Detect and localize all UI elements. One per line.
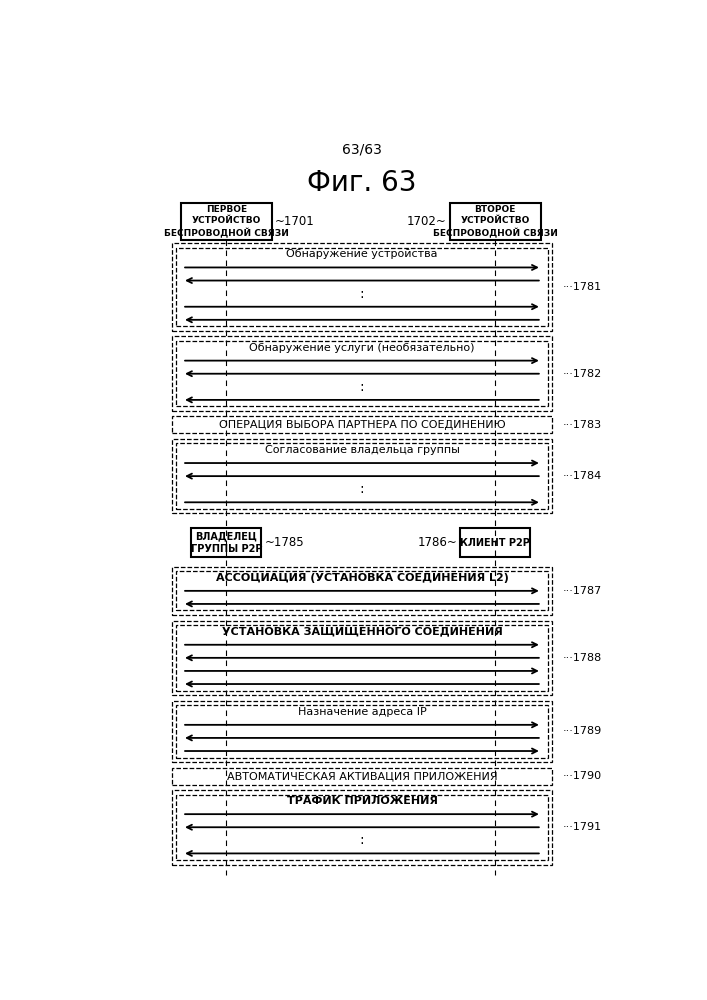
Bar: [172, 768, 552, 785]
Text: Назначение адреса IP: Назначение адреса IP: [298, 707, 426, 717]
Bar: [172, 336, 552, 411]
Text: Согласование владельца группы: Согласование владельца группы: [264, 445, 460, 455]
Bar: [172, 439, 552, 513]
Bar: [180, 203, 272, 240]
Text: ВЛАДЕЛЕЦ
ГРУППЫ Р2Р: ВЛАДЕЛЕЦ ГРУППЫ Р2Р: [191, 532, 262, 554]
Text: УСТАНОВКА ЗАЩИЩЕННОГО СОЕДИНЕНИЯ: УСТАНОВКА ЗАЩИЩЕННОГО СОЕДИНЕНИЯ: [221, 627, 503, 637]
Bar: [172, 620, 552, 695]
Text: ···1782: ···1782: [563, 369, 602, 379]
Bar: [176, 705, 548, 758]
Text: 1702~: 1702~: [407, 215, 446, 228]
Text: ~1701: ~1701: [275, 215, 315, 228]
Text: АССОЦИАЦИЯ (УСТАНОВКА СОЕДИНЕНИЯ L2): АССОЦИАЦИЯ (УСТАНОВКА СОЕДИНЕНИЯ L2): [216, 573, 508, 583]
Text: :: :: [360, 287, 364, 301]
Text: ···1787: ···1787: [563, 586, 602, 596]
Text: ···1784: ···1784: [563, 471, 602, 481]
Text: ···1790: ···1790: [563, 771, 602, 781]
Bar: [176, 248, 548, 326]
Bar: [172, 790, 552, 865]
Bar: [172, 567, 552, 615]
Bar: [176, 795, 548, 860]
Bar: [172, 416, 552, 433]
Bar: [450, 203, 541, 240]
Text: Обнаружение устройства: Обнаружение устройства: [286, 249, 438, 259]
Bar: [176, 571, 548, 610]
Text: :: :: [360, 380, 364, 394]
Text: ТРАФИК ПРИЛОЖЕНИЯ: ТРАФИК ПРИЛОЖЕНИЯ: [286, 796, 438, 806]
Text: 63/63: 63/63: [342, 142, 382, 156]
Text: 1786~: 1786~: [418, 536, 457, 549]
Text: ···1789: ···1789: [563, 726, 602, 736]
Bar: [192, 528, 261, 557]
Text: АВТОМАТИЧЕСКАЯ АКТИВАЦИЯ ПРИЛОЖЕНИЯ: АВТОМАТИЧЕСКАЯ АКТИВАЦИЯ ПРИЛОЖЕНИЯ: [227, 771, 497, 781]
Text: ~1785: ~1785: [264, 536, 304, 549]
Text: Фиг. 63: Фиг. 63: [308, 169, 416, 197]
Text: :: :: [360, 482, 364, 496]
Text: ···1788: ···1788: [563, 653, 602, 663]
Bar: [176, 341, 548, 406]
Bar: [176, 443, 548, 509]
Bar: [172, 701, 552, 762]
Bar: [176, 625, 548, 691]
Text: ПЕРВОЕ
УСТРОЙСТВО
БЕСПРОВОДНОЙ СВЯЗИ: ПЕРВОЕ УСТРОЙСТВО БЕСПРОВОДНОЙ СВЯЗИ: [164, 205, 288, 238]
Text: Обнаружение услуги (необязательно): Обнаружение услуги (необязательно): [249, 343, 474, 353]
Text: ···1783: ···1783: [563, 420, 602, 430]
Text: ···1781: ···1781: [563, 282, 602, 292]
Text: КЛИЕНТ Р2Р: КЛИЕНТ Р2Р: [460, 538, 530, 548]
Bar: [172, 243, 552, 331]
Text: :: :: [360, 833, 364, 847]
Text: ОПЕРАЦИЯ ВЫБОРА ПАРТНЕРА ПО СОЕДИНЕНИЮ: ОПЕРАЦИЯ ВЫБОРА ПАРТНЕРА ПО СОЕДИНЕНИЮ: [218, 420, 506, 430]
Bar: [460, 528, 530, 557]
Text: ···1791: ···1791: [563, 822, 602, 832]
Text: ВТОРОЕ
УСТРОЙСТВО
БЕСПРОВОДНОЙ СВЯЗИ: ВТОРОЕ УСТРОЙСТВО БЕСПРОВОДНОЙ СВЯЗИ: [433, 205, 558, 238]
